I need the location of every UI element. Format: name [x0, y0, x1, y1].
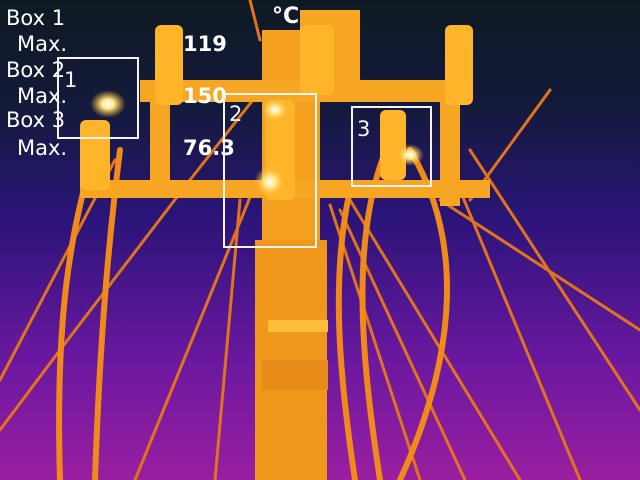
box2-label: Box 2 — [6, 58, 66, 82]
measurement-box-3[interactable] — [351, 106, 432, 187]
box1-label: Box 1 — [6, 6, 66, 30]
box1-max-value: 119 — [183, 32, 227, 56]
measurement-box-2-number: 2 — [229, 102, 243, 126]
box3-max-value: 76.3 — [183, 136, 235, 160]
measurement-box-3-number: 3 — [357, 117, 371, 141]
measurement-box-1[interactable] — [57, 57, 139, 139]
measurement-box-2[interactable] — [223, 93, 317, 248]
measurement-box-1-number: 1 — [64, 68, 78, 92]
box3-label: Box 3 — [6, 108, 66, 132]
hotspots — [90, 90, 424, 198]
temperature-unit: °C — [272, 4, 300, 29]
insulators — [80, 25, 473, 200]
box2-max-label: Max. — [17, 84, 68, 108]
box2-max-value: 150 — [183, 84, 227, 108]
box1-max-label: Max. — [17, 32, 68, 56]
box3-max-label: Max. — [17, 136, 68, 160]
